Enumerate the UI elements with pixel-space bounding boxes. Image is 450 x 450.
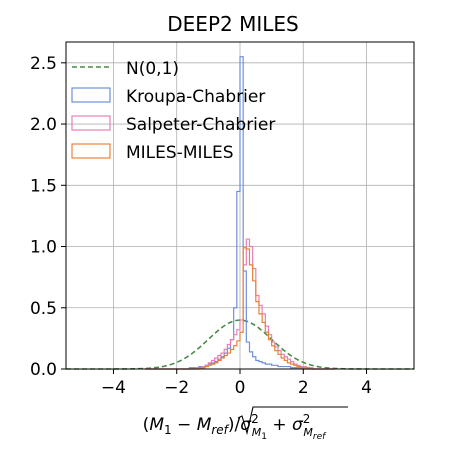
y-tick-label: 2.0 xyxy=(30,115,57,135)
y-tick-label: 0.0 xyxy=(30,360,57,380)
tick-layer: −4 −2 0 2 4 0.0 0.5 1.0 1.5 2.0 2.5 xyxy=(30,54,372,398)
legend: N(0,1) Kroupa-Chabrier Salpeter-Chabrier… xyxy=(71,59,275,163)
x-tick-label: −4 xyxy=(101,378,126,398)
y-tick-label: 1.5 xyxy=(30,176,57,196)
legend-swatch-miles xyxy=(71,143,111,159)
x-axis-label: (M1 − Mref)/σ2 M1 + σ2 Mref xyxy=(143,412,327,442)
x-tick-label: 4 xyxy=(361,378,372,398)
y-tick-label: 2.5 xyxy=(30,54,57,74)
legend-label-miles: MILES-MILES xyxy=(126,143,234,163)
chart-title: DEEP2 MILES xyxy=(167,12,298,36)
legend-swatch-kroupa xyxy=(71,87,111,103)
legend-label-normal: N(0,1) xyxy=(126,59,179,79)
y-tick-label: 0.5 xyxy=(30,299,57,319)
legend-swatch-salpeter xyxy=(71,115,111,131)
x-tick-label: −2 xyxy=(164,378,189,398)
y-tick-label: 1.0 xyxy=(30,238,57,258)
legend-label-salpeter: Salpeter-Chabrier xyxy=(126,115,275,135)
x-tick-label: 0 xyxy=(235,378,246,398)
legend-label-kroupa: Kroupa-Chabrier xyxy=(126,87,265,107)
x-tick-label: 2 xyxy=(298,378,309,398)
sqrt-sign xyxy=(237,406,348,436)
